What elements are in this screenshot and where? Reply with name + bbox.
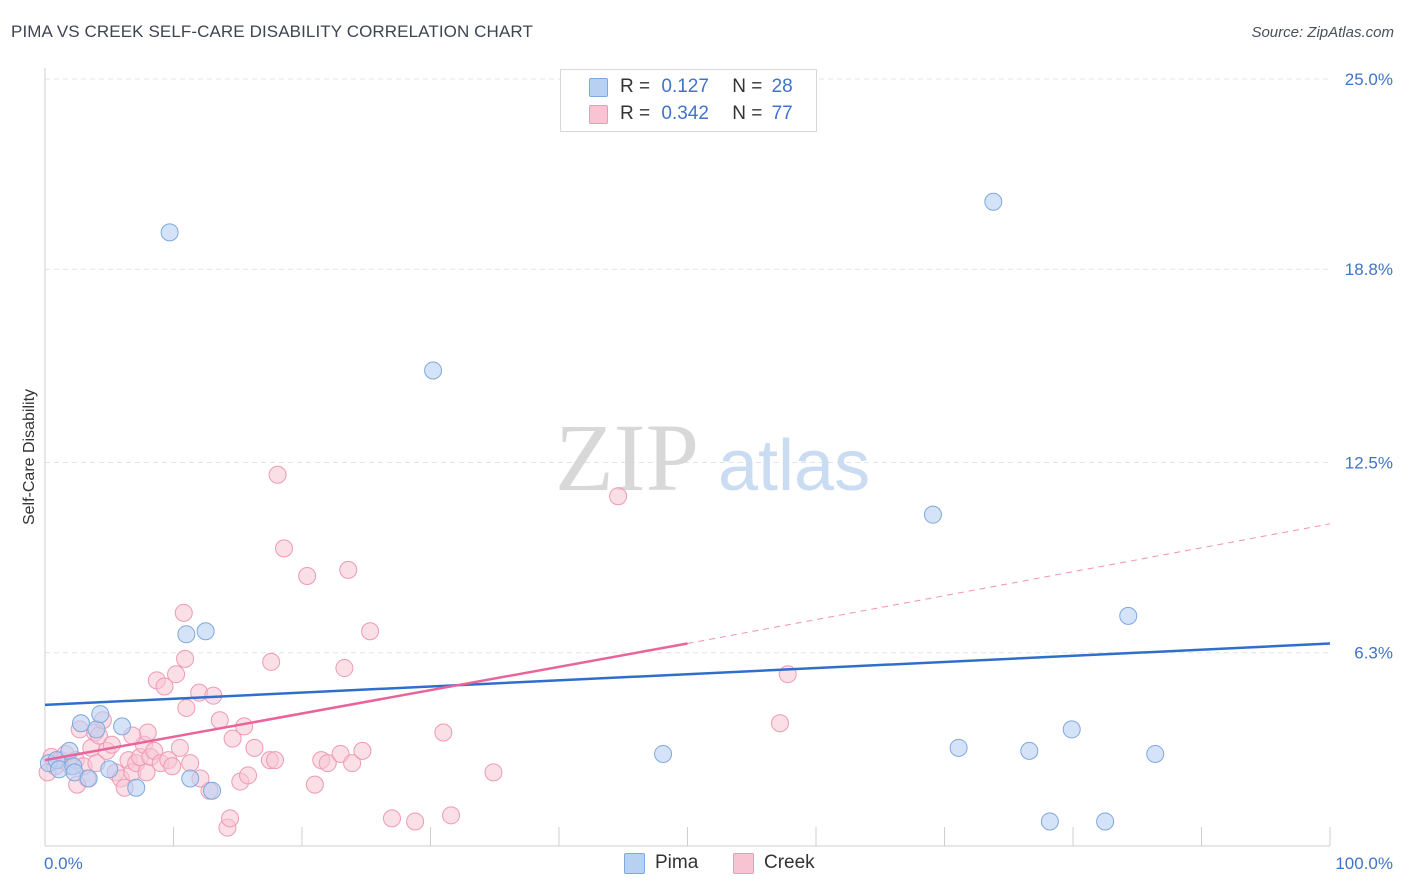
- watermark-zip: ZIP: [555, 404, 699, 511]
- creek-n-value: 77: [771, 103, 793, 124]
- y-tick-label: 6.3%: [1354, 644, 1393, 663]
- creek-point: [382, 809, 401, 828]
- creek-point: [102, 735, 121, 754]
- creek-point: [305, 775, 324, 794]
- creek-point: [609, 487, 628, 506]
- creek-r-label: R =: [620, 103, 651, 124]
- bottom-creek-swatch: [733, 853, 754, 874]
- pima-point: [87, 720, 106, 739]
- creek-point: [298, 567, 317, 586]
- creek-point: [434, 723, 453, 742]
- pima-point: [1062, 720, 1081, 739]
- creek-point: [442, 806, 461, 825]
- creek-trend-extension: [687, 523, 1331, 645]
- creek-point: [361, 622, 380, 641]
- pima-trend-line: [44, 642, 1331, 707]
- creek-point: [266, 751, 285, 770]
- pima-r-label: R =: [620, 76, 651, 97]
- pima-point: [100, 760, 119, 779]
- x-tick-label-min: 0.0%: [44, 854, 83, 873]
- y-tick-label: 12.5%: [1345, 454, 1393, 473]
- pima-n-label: N =: [732, 76, 763, 97]
- creek-point: [484, 763, 503, 782]
- creek-point: [268, 465, 287, 484]
- pima-point: [923, 505, 942, 524]
- creek-point: [137, 763, 156, 782]
- creek-point: [176, 649, 195, 668]
- chart-title: PIMA VS CREEK SELF-CARE DISABILITY CORRE…: [11, 22, 533, 41]
- tick-labels: 6.3% 12.5% 18.8% 25.0% 0.0% 100.0%: [44, 70, 1393, 873]
- creek-trend-line: [44, 642, 688, 762]
- pima-n-value: 28: [771, 76, 793, 97]
- bottom-pima-label: Pima: [655, 852, 699, 873]
- pima-r-value: 0.127: [661, 76, 709, 97]
- creek-point: [170, 738, 189, 757]
- creek-point: [221, 809, 240, 828]
- pima-point: [79, 769, 98, 788]
- watermark: ZIP atlas: [555, 404, 870, 511]
- pima-point: [113, 717, 132, 736]
- pima-point: [91, 705, 110, 724]
- creek-point: [174, 603, 193, 622]
- pima-point: [1096, 812, 1115, 831]
- creek-point: [275, 539, 294, 558]
- pima-point: [127, 778, 146, 797]
- creek-point: [235, 717, 254, 736]
- creek-point: [339, 560, 358, 579]
- creek-point: [223, 729, 242, 748]
- creek-point: [167, 665, 186, 684]
- creek-point: [343, 754, 362, 773]
- creek-n-label: N =: [732, 103, 763, 124]
- pima-points: [39, 192, 1165, 831]
- creek-points: [38, 465, 797, 837]
- pima-point: [424, 361, 443, 380]
- gridlines: [45, 78, 1330, 654]
- creek-point: [318, 754, 337, 773]
- y-tick-label: 25.0%: [1345, 70, 1393, 89]
- pima-point: [1146, 744, 1165, 763]
- creek-swatch: [589, 105, 608, 124]
- creek-point: [155, 677, 174, 696]
- creek-point: [245, 738, 264, 757]
- watermark-atlas: atlas: [718, 426, 870, 506]
- pima-point: [181, 769, 200, 788]
- pima-point: [203, 781, 222, 800]
- pima-point: [1020, 741, 1039, 760]
- pima-point: [1119, 606, 1138, 625]
- x-tick-label-max: 100.0%: [1335, 854, 1393, 873]
- bottom-creek-label: Creek: [764, 852, 815, 873]
- creek-point: [163, 757, 182, 776]
- pima-point: [984, 192, 1003, 211]
- trend-lines: [44, 523, 1331, 762]
- pima-point: [949, 738, 968, 757]
- stats-legend: R = 0.127 N = 28 R = 0.342 N = 77: [560, 69, 817, 132]
- pima-point: [160, 223, 179, 242]
- pima-point: [177, 625, 196, 644]
- axes: [44, 68, 1331, 847]
- pima-point: [71, 714, 90, 733]
- pima-point: [1040, 812, 1059, 831]
- creek-point: [177, 698, 196, 717]
- bottom-pima-swatch: [624, 853, 645, 874]
- creek-point: [239, 766, 258, 785]
- creek-point: [353, 741, 372, 760]
- creek-point: [771, 714, 790, 733]
- pima-swatch: [589, 78, 608, 97]
- creek-r-value: 0.342: [661, 103, 709, 124]
- source-label: Source: ZipAtlas.com: [1251, 24, 1394, 41]
- creek-point: [138, 723, 157, 742]
- y-axis-label: Self-Care Disability: [21, 389, 38, 525]
- creek-point: [335, 659, 354, 678]
- creek-point: [406, 812, 425, 831]
- pima-point: [654, 744, 673, 763]
- y-tick-label: 18.8%: [1345, 260, 1393, 279]
- creek-point: [262, 652, 281, 671]
- pima-point: [196, 622, 215, 641]
- creek-point: [181, 754, 200, 773]
